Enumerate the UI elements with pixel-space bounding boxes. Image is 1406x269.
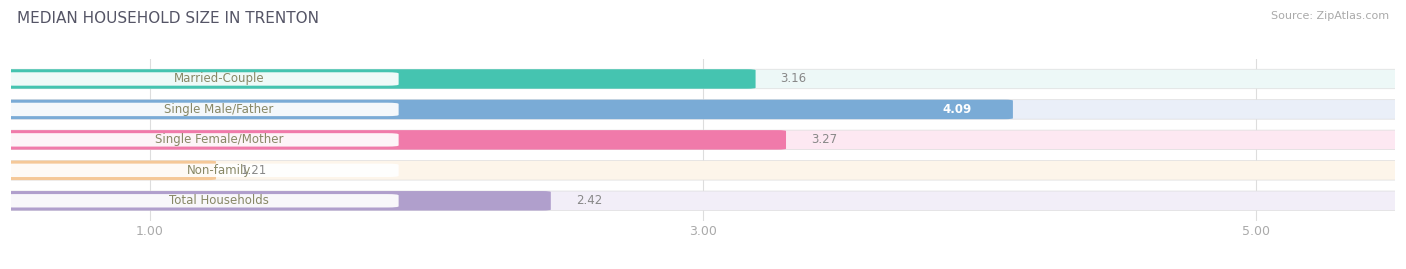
Text: Married-Couple: Married-Couple [173,72,264,86]
Text: 1.21: 1.21 [240,164,267,177]
FancyBboxPatch shape [3,191,551,211]
Text: 3.27: 3.27 [811,133,837,146]
FancyBboxPatch shape [3,100,1012,119]
FancyBboxPatch shape [3,130,786,150]
FancyBboxPatch shape [3,72,399,86]
Text: Non-family: Non-family [187,164,250,177]
Text: Single Female/Mother: Single Female/Mother [155,133,283,146]
FancyBboxPatch shape [3,191,1403,211]
Text: 4.09: 4.09 [942,103,972,116]
Text: Total Households: Total Households [169,194,269,207]
FancyBboxPatch shape [3,100,1403,119]
Text: Source: ZipAtlas.com: Source: ZipAtlas.com [1271,11,1389,21]
FancyBboxPatch shape [3,161,1403,180]
FancyBboxPatch shape [3,164,399,177]
FancyBboxPatch shape [3,161,217,180]
Text: 2.42: 2.42 [575,194,602,207]
Text: MEDIAN HOUSEHOLD SIZE IN TRENTON: MEDIAN HOUSEHOLD SIZE IN TRENTON [17,11,319,26]
FancyBboxPatch shape [3,69,1403,89]
Text: Single Male/Father: Single Male/Father [165,103,273,116]
FancyBboxPatch shape [3,133,399,147]
FancyBboxPatch shape [3,130,1403,150]
Text: 3.16: 3.16 [780,72,807,86]
FancyBboxPatch shape [3,69,755,89]
FancyBboxPatch shape [3,103,399,116]
FancyBboxPatch shape [3,194,399,207]
